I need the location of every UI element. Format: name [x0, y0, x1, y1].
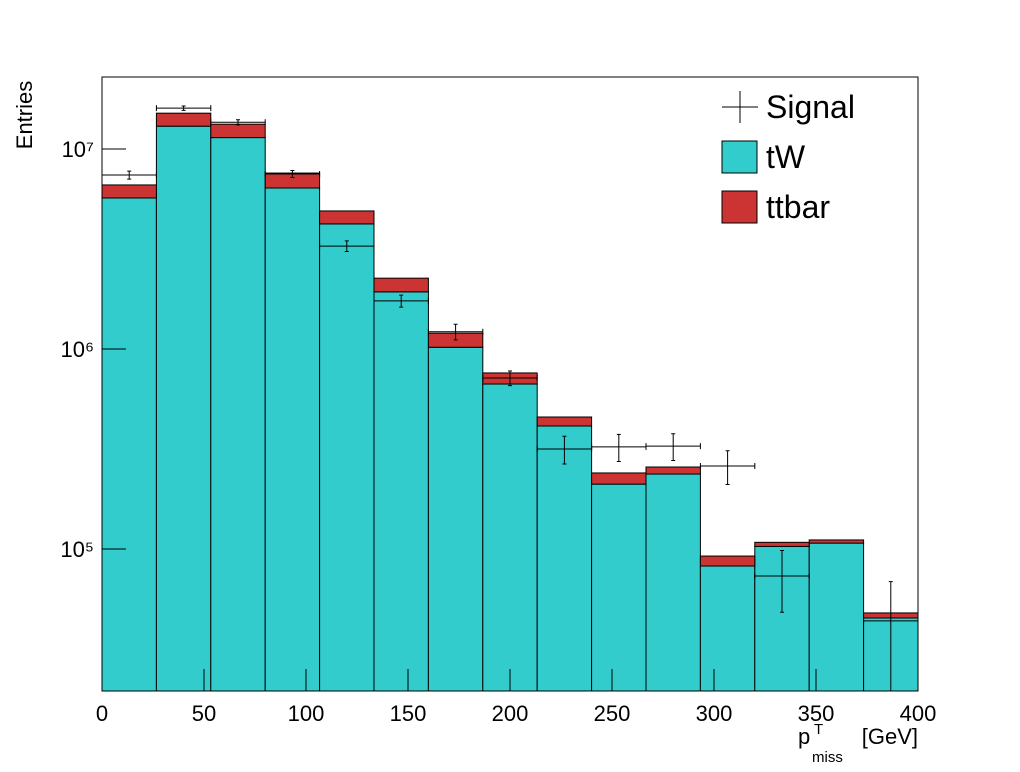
error-bar [482, 370, 538, 387]
error-bar [155, 105, 212, 112]
bar [319, 223, 375, 692]
bar [591, 472, 647, 485]
bar [699, 555, 756, 567]
y-tick-label: 10⁷ [62, 137, 94, 162]
x-tick-label: 50 [192, 701, 216, 726]
error-bar [699, 450, 756, 486]
x-tick-label: 350 [798, 701, 835, 726]
error-bar [210, 119, 266, 126]
y-tick-label: 10⁶ [60, 337, 94, 362]
bar [101, 184, 157, 199]
legend-swatch [721, 140, 758, 174]
x-axis-label-sub: miss [812, 749, 843, 766]
legend-label: Signal [766, 89, 855, 125]
error-bar [427, 323, 484, 341]
bar [210, 137, 266, 692]
x-axis-unit: [GeV] [862, 724, 918, 749]
error-bar [101, 170, 157, 180]
x-tick-label: 0 [96, 701, 108, 726]
bar [754, 541, 810, 547]
y-tick-label: 10⁵ [60, 537, 94, 562]
error-bar [264, 170, 321, 179]
legend-swatch [721, 190, 758, 224]
bar [536, 416, 593, 427]
bar [155, 125, 212, 692]
x-axis-label: p [798, 724, 810, 749]
legend-label: tW [766, 139, 806, 175]
bar [319, 210, 375, 225]
y-axis-label: Entries [12, 81, 37, 149]
x-axis-label-sup: T [814, 721, 823, 738]
bar [645, 473, 701, 692]
x-tick-label: 400 [900, 701, 937, 726]
bar [808, 542, 865, 692]
bar [645, 466, 701, 475]
bar [101, 197, 157, 692]
bar [482, 383, 538, 692]
error-bar [319, 240, 375, 253]
error-bar [754, 549, 810, 613]
x-tick-label: 300 [696, 701, 733, 726]
bar [699, 565, 756, 692]
error-bar [645, 433, 701, 461]
bar [155, 112, 212, 127]
bar [591, 483, 647, 692]
bar [264, 187, 321, 692]
bar [808, 539, 865, 544]
bar [373, 277, 429, 293]
x-tick-label: 250 [594, 701, 631, 726]
x-tick-label: 200 [492, 701, 529, 726]
error-bar [591, 433, 647, 462]
bar [373, 291, 429, 692]
bar [536, 425, 593, 692]
legend-label: ttbar [766, 189, 830, 225]
bar [427, 346, 484, 692]
error-bar [373, 294, 429, 308]
x-tick-label: 150 [390, 701, 427, 726]
bar [210, 123, 266, 139]
x-tick-label: 100 [288, 701, 325, 726]
legend-marker [722, 91, 758, 123]
